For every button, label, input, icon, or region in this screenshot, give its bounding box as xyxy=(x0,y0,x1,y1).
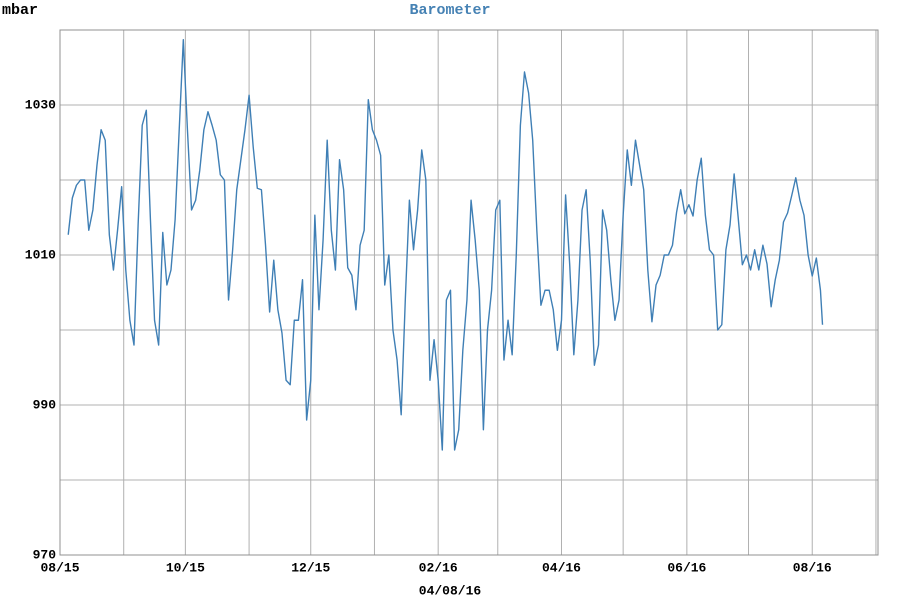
x-axis-label: 04/08/16 xyxy=(419,583,482,598)
plot-border xyxy=(59,29,879,556)
x-tick-label: 04/16 xyxy=(542,560,581,575)
x-tick-label: 10/15 xyxy=(166,560,205,575)
x-tick-label: 02/16 xyxy=(419,560,458,575)
x-tick-label: 08/16 xyxy=(793,560,832,575)
x-tick-label: 06/16 xyxy=(667,560,706,575)
x-tick-label: 08/15 xyxy=(40,560,79,575)
data-line xyxy=(67,39,824,451)
y-tick-label: 990 xyxy=(33,397,57,412)
y-axis-label: mbar xyxy=(2,2,38,19)
x-tick-label: 12/15 xyxy=(291,560,330,575)
chart-title: Barometer xyxy=(409,2,490,19)
y-tick-label: 1010 xyxy=(25,247,56,262)
y-tick-label: 970 xyxy=(33,547,57,562)
y-tick-label: 1030 xyxy=(25,97,56,112)
